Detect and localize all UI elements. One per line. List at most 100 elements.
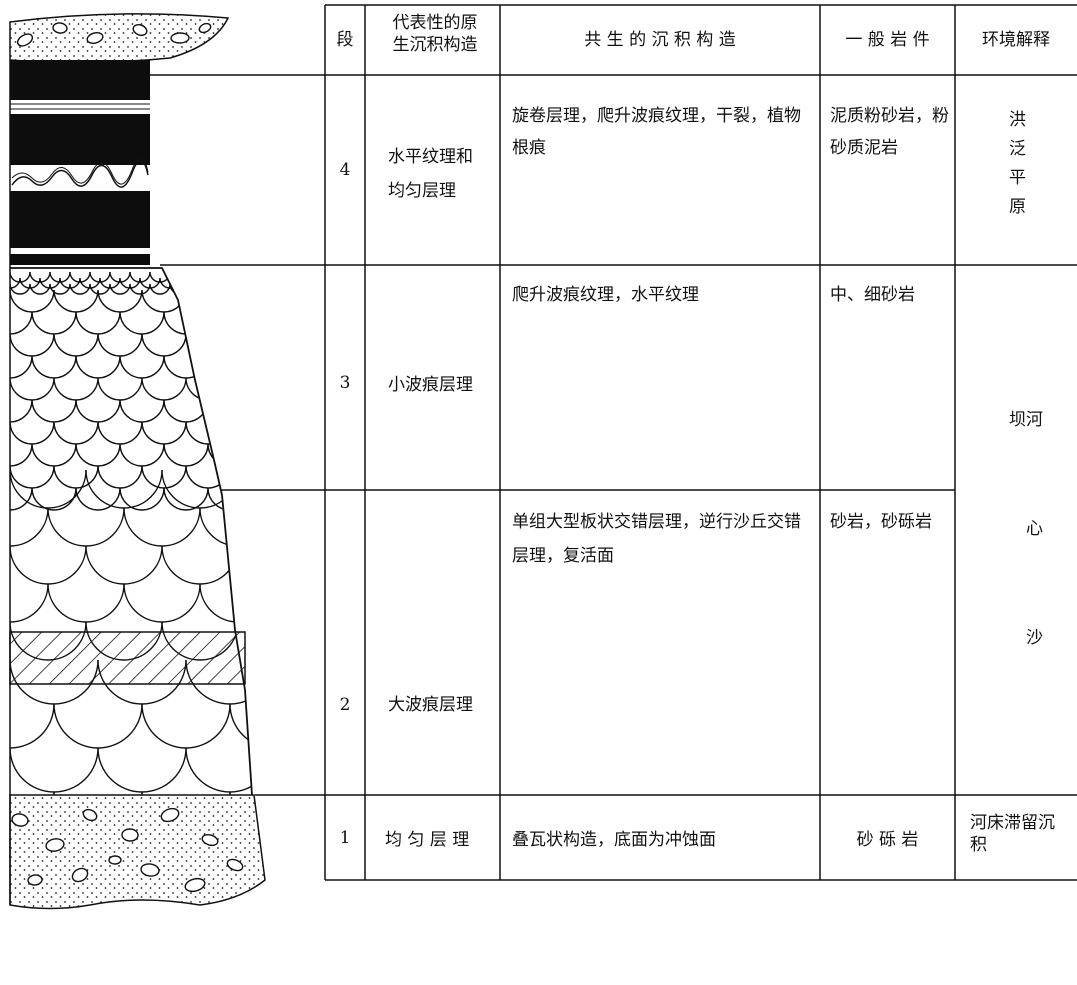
lamina — [10, 311, 33, 335]
header-cell: 段 — [336, 30, 354, 50]
lithology: 砂 砾 岩 — [856, 830, 919, 850]
lamina — [10, 355, 33, 379]
table-lines — [150, 4, 1077, 881]
pebble — [201, 833, 219, 847]
lamina — [163, 443, 209, 467]
associated: 爬升波痕纹理，水平纹理 — [512, 285, 699, 305]
lamina — [39, 277, 61, 289]
lamina — [97, 377, 143, 401]
lamina — [229, 703, 252, 749]
structure: 大波痕层理 — [388, 695, 473, 715]
lamina — [163, 311, 209, 335]
lamina — [239, 277, 252, 289]
lamina — [179, 277, 201, 289]
lamina — [119, 443, 165, 467]
lamina — [251, 355, 252, 379]
lamina — [249, 271, 252, 283]
lamina — [189, 271, 211, 283]
pebble — [140, 863, 160, 877]
lamina — [199, 277, 221, 289]
lamina — [109, 283, 131, 295]
lamina — [31, 399, 77, 423]
lamina — [53, 377, 99, 401]
lamina — [89, 271, 111, 283]
pebble — [160, 807, 180, 823]
lamina — [229, 421, 252, 445]
pebble — [198, 22, 212, 34]
lamina — [53, 421, 99, 445]
lamina — [47, 583, 125, 623]
lamina — [229, 465, 252, 489]
lamina — [119, 311, 165, 335]
lamina — [141, 703, 231, 749]
lamina — [185, 747, 252, 793]
lamina — [31, 311, 77, 335]
lamina — [251, 399, 252, 423]
lamina — [75, 399, 121, 423]
lamina — [29, 283, 51, 295]
lamina — [75, 355, 121, 379]
lamina — [169, 271, 191, 283]
associated: 旋卷层理，爬升波痕纹理，干裂，植物根痕 — [512, 106, 801, 158]
structure: 水平纹理和均匀层理 — [388, 147, 473, 201]
lamina — [10, 545, 87, 585]
lamina — [119, 487, 165, 511]
lamina — [85, 545, 163, 585]
lamina — [237, 545, 252, 585]
lamina — [139, 277, 161, 289]
lamina — [129, 271, 151, 283]
lamina — [69, 271, 91, 283]
pebble — [71, 867, 89, 883]
lamina — [185, 465, 231, 489]
lamina — [10, 583, 49, 623]
pebble — [27, 874, 43, 886]
lamina — [199, 507, 252, 547]
lamina — [219, 277, 241, 289]
lamina — [149, 283, 171, 295]
lamina — [189, 283, 211, 295]
associated: 单组大型板状交错层理，逆行沙丘交错层理，复活面 — [512, 512, 801, 566]
lamina — [10, 507, 49, 547]
lamina — [141, 377, 187, 401]
strat-column — [9, 13, 266, 910]
lamina — [237, 469, 252, 509]
pebble — [86, 32, 104, 44]
header-cell: 一 般 岩 件 — [845, 30, 930, 50]
lamina — [207, 355, 252, 379]
environment: 洪泛平原 — [1005, 110, 1025, 226]
pebble — [52, 22, 68, 34]
lamina — [109, 271, 131, 283]
pebble — [45, 838, 65, 852]
lamina — [249, 283, 252, 295]
lamina — [29, 271, 51, 283]
lamina — [85, 469, 163, 509]
lamina — [10, 465, 55, 489]
lamina — [10, 377, 55, 401]
lamina — [19, 277, 41, 289]
environment: 河心沙坝 — [1005, 410, 1042, 737]
lamina — [75, 311, 121, 335]
lamina — [251, 311, 252, 335]
lamina — [31, 355, 77, 379]
lamina — [229, 271, 251, 283]
lamina — [10, 747, 99, 793]
lamina — [97, 465, 143, 489]
lamina — [49, 271, 71, 283]
lamina — [207, 487, 252, 511]
lithology: 砂岩，砂砾岩 — [830, 512, 932, 532]
lamina — [163, 487, 209, 511]
segment: 4 — [339, 160, 351, 180]
lamina — [10, 283, 31, 295]
lamina — [10, 277, 21, 289]
lamina — [129, 283, 151, 295]
lamina — [119, 355, 165, 379]
pebble — [82, 808, 98, 822]
structure: 小波痕层理 — [388, 375, 473, 395]
lamina — [207, 399, 252, 423]
pebble — [121, 828, 139, 842]
lamina — [209, 271, 231, 283]
structure: 均 匀 层 理 — [385, 830, 470, 850]
lamina — [251, 443, 252, 467]
pebble — [16, 33, 34, 47]
